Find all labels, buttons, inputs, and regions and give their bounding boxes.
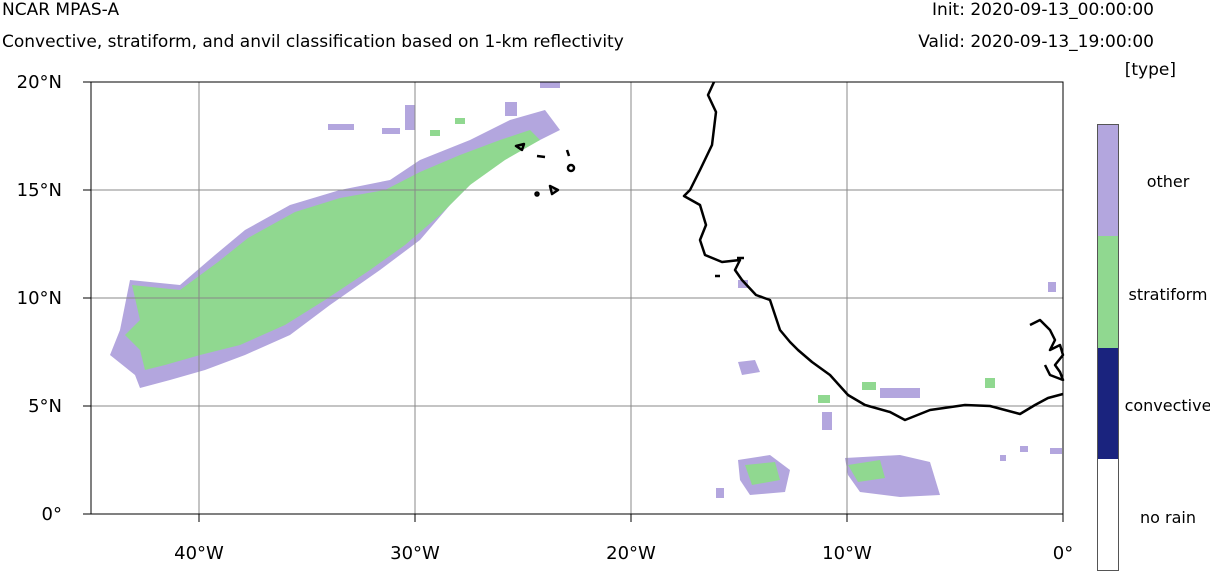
legend-label-convective: convective <box>1124 396 1210 415</box>
lon-label-30w: 30°W <box>390 543 440 564</box>
axis-ticks <box>83 81 1064 522</box>
subtitle: Convective, stratiform, and anvil classi… <box>2 32 624 52</box>
legend-label-stratiform: stratiform <box>1128 285 1208 304</box>
lat-label-20n: 20°N <box>16 72 62 93</box>
lon-label-40w: 40°W <box>174 543 224 564</box>
precip-field <box>110 82 1062 498</box>
lat-label-5n: 5°N <box>28 396 62 417</box>
lat-label-15n: 15°N <box>16 180 62 201</box>
units-label: [type] <box>1124 60 1176 80</box>
title: NCAR MPAS-A <box>2 0 120 20</box>
lon-label-20w: 20°W <box>606 543 656 564</box>
legend-label-other: other <box>1146 172 1190 191</box>
legend-swatch-other <box>1098 125 1118 237</box>
valid-time: Valid: 2020-09-13_19:00:00 <box>918 32 1154 52</box>
stratiform-region-west <box>125 130 540 370</box>
legend-swatch-stratiform <box>1098 236 1118 348</box>
graticule <box>91 82 1063 514</box>
legend-swatch-convective <box>1098 347 1118 459</box>
coastline <box>514 81 1065 422</box>
legend-colorbar <box>1097 124 1119 571</box>
init-time: Init: 2020-09-13_00:00:00 <box>932 0 1154 20</box>
lat-label-10n: 10°N <box>16 288 62 309</box>
lon-label-10w: 10°W <box>822 543 872 564</box>
lat-label-0: 0° <box>41 504 62 525</box>
legend-label-no-rain: no rain <box>1140 508 1196 527</box>
lon-label-0: 0° <box>1052 543 1074 564</box>
legend-swatch-no-rain <box>1098 458 1118 570</box>
